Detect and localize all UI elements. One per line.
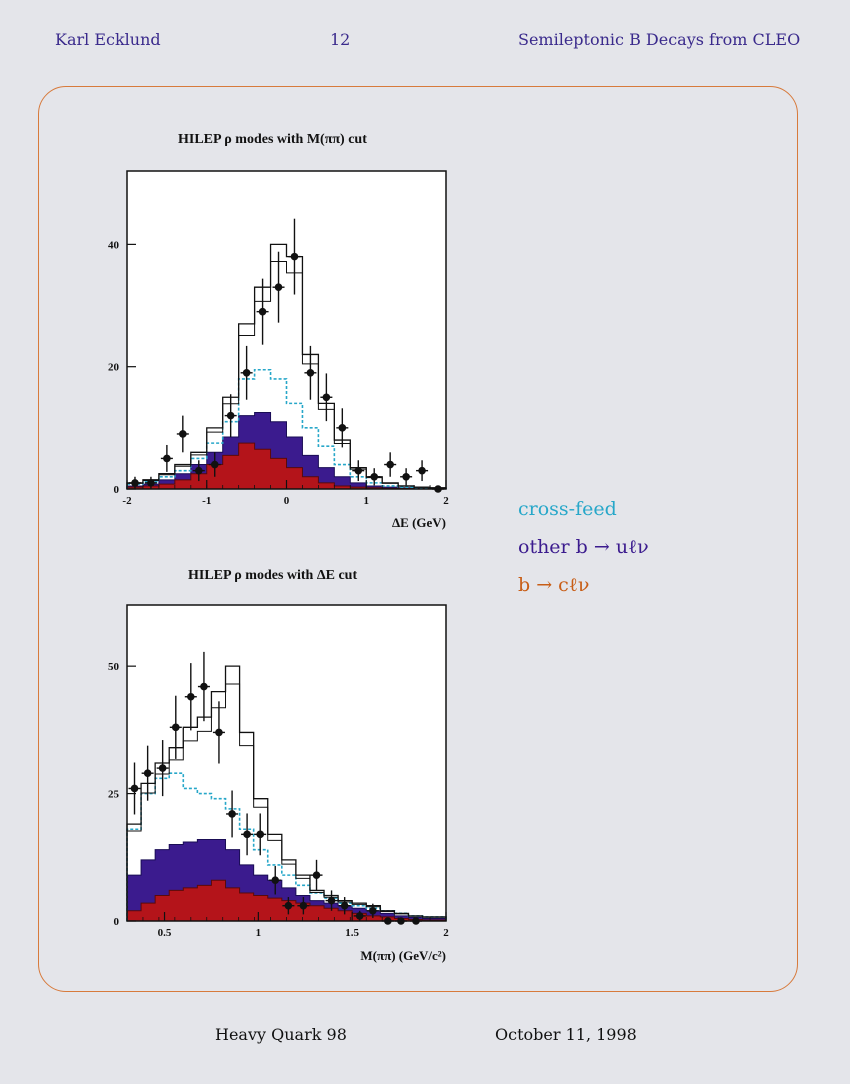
data-point-1-5 — [200, 682, 208, 691]
y-tick-label-0-1: 20 — [108, 362, 120, 374]
x-tick-label-0-4: 2 — [443, 495, 449, 507]
data-point-0-8 — [258, 307, 267, 316]
data-point-1-7 — [228, 810, 236, 818]
data-point-0-9 — [274, 283, 283, 291]
data-point-0-18 — [418, 466, 426, 475]
data-point-0-12 — [322, 393, 331, 402]
data-point-0-15 — [370, 472, 379, 481]
y-tick-label-0-0: 0 — [114, 484, 120, 496]
data-point-0-11 — [306, 369, 315, 377]
data-point-1-11 — [284, 901, 293, 910]
legend-cross-feed: cross-feed — [518, 498, 617, 520]
legend-bclnu: b → cℓν — [518, 574, 590, 596]
data-point-0-7 — [242, 369, 251, 377]
data-point-0-10 — [290, 252, 299, 261]
legend-other-bulnu: other b → uℓν — [518, 536, 649, 558]
header-author: Karl Ecklund — [55, 30, 161, 49]
data-point-1-13 — [312, 871, 321, 879]
data-point-1-2 — [158, 764, 167, 772]
data-point-1-17 — [369, 907, 377, 915]
data-point-1-15 — [340, 901, 349, 910]
data-point-0-6 — [226, 411, 235, 420]
x-tick-label-1-3: 2 — [443, 927, 449, 939]
data-point-1-8 — [243, 830, 251, 839]
data-point-0-3 — [179, 430, 187, 438]
data-point-0-2 — [163, 454, 171, 463]
y-tick-label-1-2: 50 — [108, 661, 120, 673]
histogram-bclnu-1 — [126, 879, 447, 922]
data-point-1-6 — [215, 728, 223, 737]
data-point-0-0 — [131, 479, 139, 487]
x-tick-label-0-2: 0 — [284, 495, 290, 507]
data-point-0-14 — [354, 466, 363, 475]
footer-date: October 11, 1998 — [495, 1025, 637, 1044]
x-axis-label-1: M(ππ) (GeV/c²) — [360, 948, 446, 963]
data-point-0-17 — [402, 472, 410, 481]
y-tick-label-1-1: 25 — [108, 789, 120, 801]
data-point-1-12 — [299, 901, 308, 910]
data-point-0-1 — [147, 479, 155, 487]
y-tick-label-1-0: 0 — [114, 916, 120, 928]
histogram-total-inner-0 — [126, 261, 447, 489]
data-point-0-16 — [386, 460, 394, 469]
x-tick-label-1-1: 1 — [256, 927, 262, 939]
data-point-1-0 — [130, 784, 139, 793]
data-point-0-13 — [338, 424, 347, 432]
x-tick-label-0-0: -2 — [122, 495, 132, 507]
data-point-1-4 — [187, 692, 195, 701]
x-tick-label-0-1: -1 — [202, 495, 211, 507]
x-axis-label-0: ΔE (GeV) — [392, 515, 446, 530]
data-point-1-10 — [271, 876, 280, 885]
data-point-0-4 — [194, 466, 203, 475]
data-point-1-14 — [327, 896, 336, 905]
footer-conference: Heavy Quark 98 — [215, 1025, 347, 1044]
y-tick-label-0-2: 40 — [108, 239, 120, 251]
x-tick-label-0-3: 1 — [364, 495, 370, 507]
slide-frame — [38, 86, 798, 992]
data-point-0-5 — [210, 460, 219, 469]
histogram-total-inner-1 — [126, 683, 447, 921]
chart-title-delta-e: HILEP ρ modes with M(ππ) cut — [178, 132, 367, 147]
data-point-1-9 — [256, 830, 265, 839]
x-tick-label-1-2: 1.5 — [345, 927, 359, 939]
header-title: Semileptonic B Decays from CLEO — [518, 30, 801, 49]
data-point-1-1 — [143, 769, 152, 777]
header-page-number: 12 — [330, 30, 351, 49]
chart-title-mpipi: HILEP ρ modes with ΔE cut — [188, 568, 358, 583]
data-point-1-16 — [355, 912, 364, 920]
data-point-1-3 — [171, 723, 180, 732]
x-tick-label-1-0: 0.5 — [158, 927, 172, 939]
